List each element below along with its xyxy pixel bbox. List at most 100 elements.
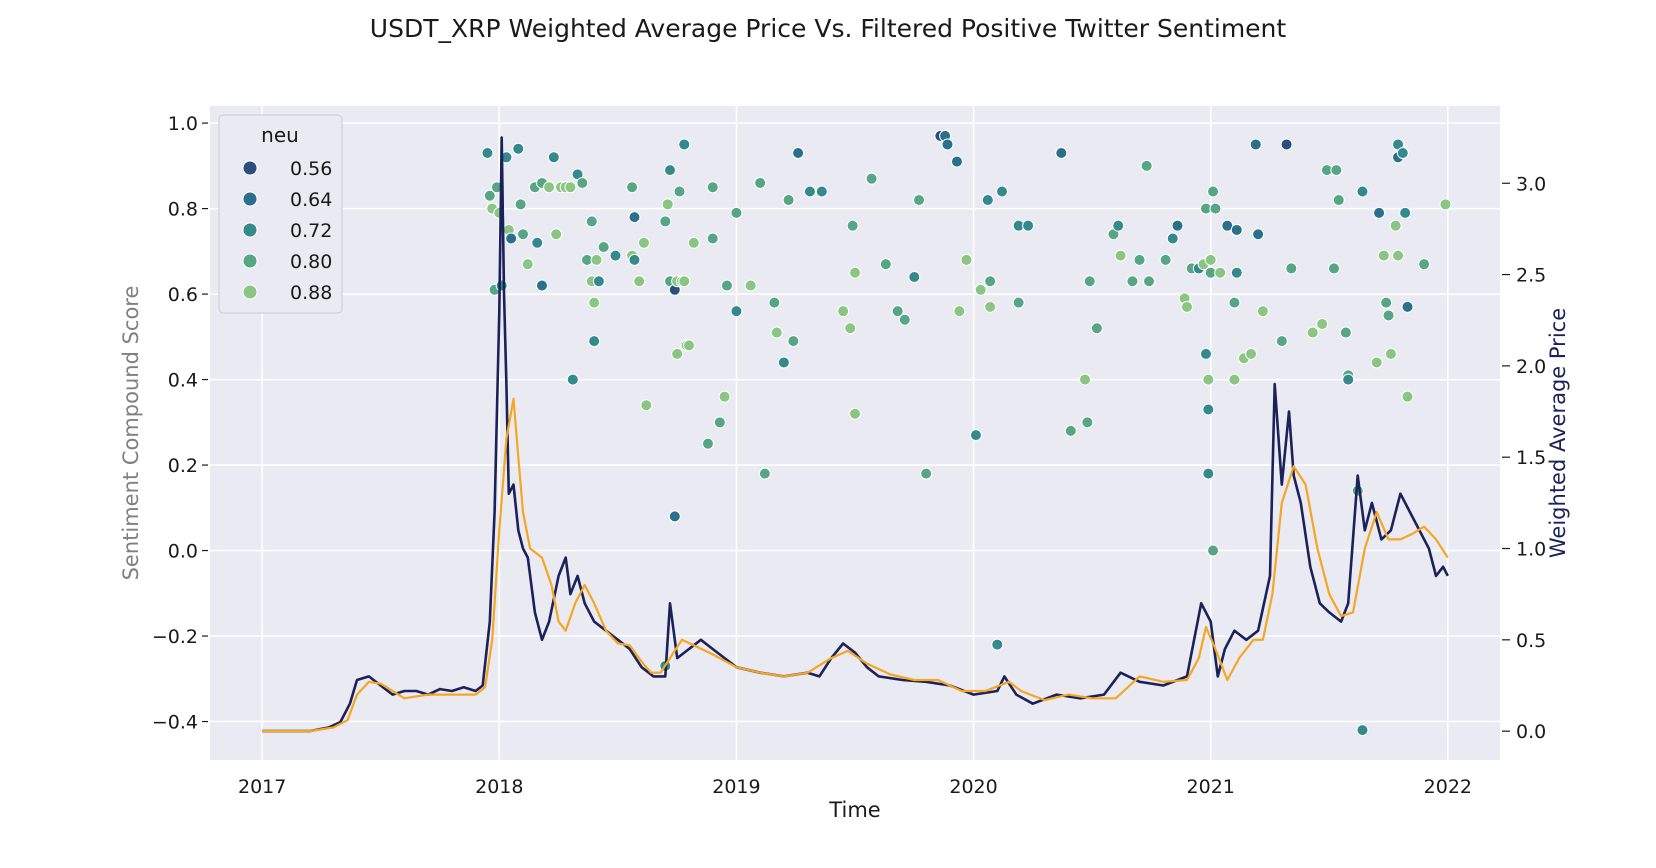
sentiment-point [1285,262,1298,275]
sentiment-point [1228,296,1241,309]
y-left-tick-label: 0.2 [168,455,198,477]
sentiment-point [1171,219,1184,232]
sentiment-point [576,176,589,189]
sentiment-point [495,279,508,292]
sentiment-point [713,416,726,429]
sentiment-point [683,339,696,352]
sentiment-point [535,279,548,292]
sentiment-point [1256,305,1269,318]
sentiment-point [566,373,579,386]
sentiment-point [1418,258,1431,271]
sentiment-point [1377,249,1390,262]
sentiment-point [1064,424,1077,437]
sentiment-point [668,510,681,523]
y-left-tick-labels: −0.4 −0.2 0.0 0.2 0.4 0.6 0.8 1.0 [152,113,208,734]
sentiment-point [687,236,700,249]
sentiment-point [664,164,677,177]
sentiment-point [1382,309,1395,322]
sentiment-point [1159,253,1172,266]
sentiment-point [754,176,767,189]
sentiment-point [628,211,641,224]
sentiment-point [1330,164,1343,177]
sentiment-point [1112,219,1125,232]
sentiment-point [865,172,878,185]
sentiment-scatter [481,129,1452,737]
sentiment-point [1083,275,1096,288]
sentiment-point [1384,347,1397,360]
sentiment-point [837,305,850,318]
sentiment-point [1230,223,1243,236]
sentiment-point [543,181,556,194]
sentiment-point [991,638,1004,651]
sentiment-point [671,347,684,360]
y-left-tick-label: −0.4 [152,712,198,734]
sentiment-point [640,399,653,412]
sentiment-point [1399,206,1412,219]
sentiment-point [1339,326,1352,339]
sentiment-point [730,206,743,219]
sentiment-point [920,467,933,480]
sentiment-point [1439,198,1452,211]
sentiment-point [1396,147,1409,160]
y-left-tick-label: 0.4 [168,370,198,392]
sentiment-point [678,275,691,288]
x-tick-label: 2021 [1187,776,1235,798]
sentiment-point [974,283,987,296]
y-right-tick-label: 0.0 [1516,721,1546,743]
smoothed-price-line [262,397,1449,733]
legend-entries: 0.56 0.64 0.72 0.80 0.88 [242,158,332,304]
sentiment-point [815,185,828,198]
sentiment-point [609,249,622,262]
sentiment-point [1133,253,1146,266]
sentiment-point [1230,266,1243,279]
sentiment-point [706,232,719,245]
sentiment-point [950,155,963,168]
sentiment-point [1140,159,1153,172]
legend-marker [242,222,258,238]
sentiment-point [1356,724,1369,737]
legend-marker [242,160,258,176]
sentiment-point [628,253,641,266]
legend-label: 0.64 [290,189,332,211]
sentiment-point [1143,275,1156,288]
x-tick-label: 2017 [238,776,286,798]
sentiment-point [1228,373,1241,386]
sentiment-point [1306,326,1319,339]
sentiment-point [1022,219,1035,232]
sentiment-point [849,407,861,420]
sentiment-point [1249,138,1262,151]
sentiment-point [996,185,1009,198]
sentiment-point [481,147,494,160]
sentiment-point [1207,544,1220,557]
sentiment-point [550,228,563,241]
y-left-tick-label: 0.8 [168,199,198,221]
sentiment-point [1202,373,1215,386]
price-lines [262,136,1449,733]
sentiment-point [1328,262,1341,275]
sentiment-point [787,335,800,348]
sentiment-point [661,198,674,211]
sentiment-point [1332,194,1345,207]
legend-label: 0.72 [290,220,332,242]
x-tick-labels: 2017 2018 2019 2020 2021 2022 [238,776,1472,798]
legend: neu 0.56 0.64 0.72 0.80 0.88 [218,114,343,314]
sentiment-point [1180,300,1193,313]
sentiment-point [1245,347,1258,360]
x-tick-label: 2019 [712,776,760,798]
plot-area-background [210,106,1500,760]
sentiment-point [588,296,601,309]
sentiment-point [1342,373,1355,386]
y-left-axis-label: Sentiment Compound Score [119,286,143,581]
y-right-tick-label: 1.0 [1516,539,1546,561]
sentiment-point [720,279,733,292]
y-right-tick-label: 1.5 [1516,447,1546,469]
y-left-tick-label: 0.6 [168,284,198,306]
sentiment-point [701,437,714,450]
legend-label: 0.88 [290,282,332,304]
sentiment-point [1055,147,1068,160]
sentiment-point [512,142,525,155]
y-right-tick-label: 2.5 [1516,265,1546,287]
y-right-tick-labels: 0.0 0.5 1.0 1.5 2.0 2.5 3.0 [1502,173,1546,743]
legend-marker [242,191,258,207]
sentiment-point [941,138,954,151]
